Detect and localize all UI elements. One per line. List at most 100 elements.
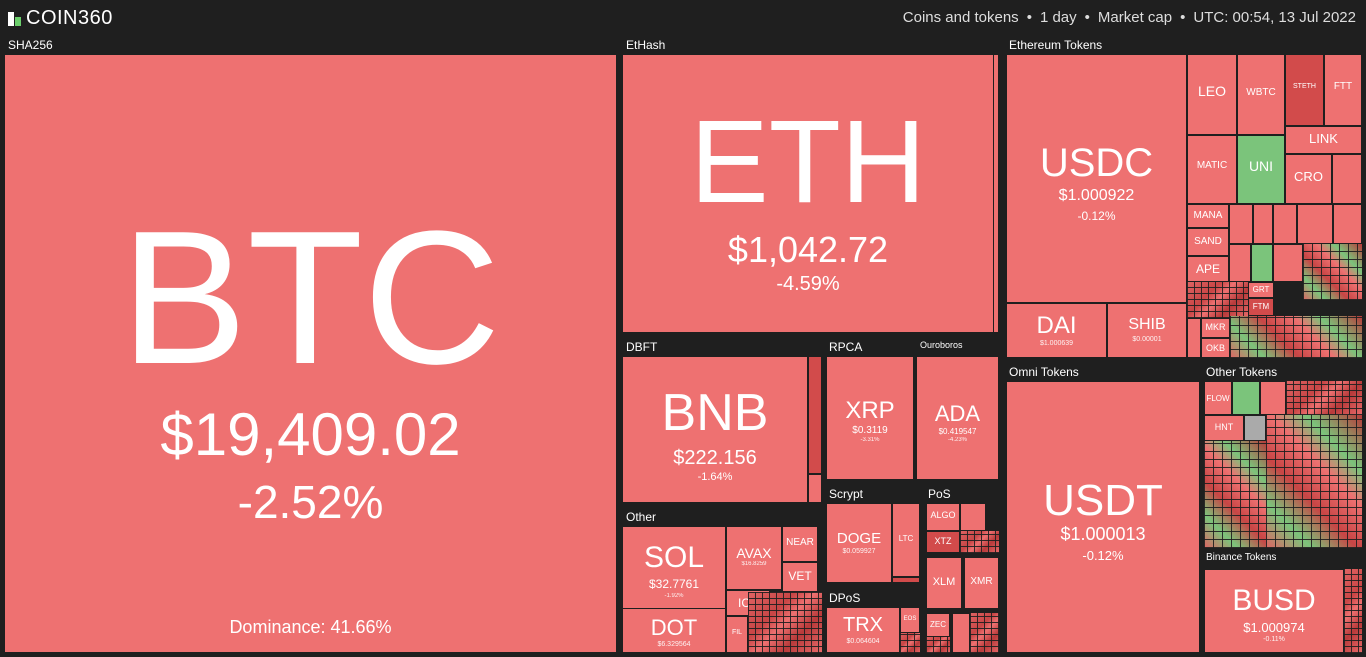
tile-dbft-small[interactable] xyxy=(808,474,822,503)
tile-sand[interactable]: SAND xyxy=(1187,228,1229,256)
tile-cluster-eth-tokens[interactable] xyxy=(1187,282,1248,318)
tile-cluster-eth-tokens[interactable] xyxy=(1303,244,1362,300)
tile-eth-token-small[interactable] xyxy=(1273,204,1297,244)
tile-price: $19,409.02 xyxy=(160,401,461,468)
tile-symbol: CRO xyxy=(1294,169,1323,184)
tile-pos-small[interactable] xyxy=(952,613,970,653)
tile-vet[interactable]: VET xyxy=(782,562,818,592)
tile-cluster-other-tokens[interactable] xyxy=(1286,381,1362,415)
tile-pos-small[interactable] xyxy=(960,503,986,531)
tile-leo[interactable]: LEO xyxy=(1187,54,1237,135)
timestamp: UTC: 00:54, 13 Jul 2022 xyxy=(1193,9,1356,26)
tile-eth-token-small[interactable] xyxy=(1273,244,1303,282)
tile-cluster-pos[interactable] xyxy=(970,613,999,653)
tile-eth-token-small[interactable] xyxy=(1333,204,1362,244)
tile-other-token-small[interactable] xyxy=(1232,381,1260,415)
tile-matic[interactable]: MATIC xyxy=(1187,135,1237,204)
tile-bnb[interactable]: BNB $222.156 -1.64% xyxy=(622,356,808,503)
tile-xtz[interactable]: XTZ xyxy=(926,531,960,553)
tile-price: $1.000922 xyxy=(1058,187,1135,204)
filter-metric[interactable]: Market cap xyxy=(1097,9,1173,26)
tile-eth-token-small[interactable] xyxy=(1229,204,1253,244)
tile-eth-token-small[interactable] xyxy=(1297,204,1333,244)
tile-price: $1.000013 xyxy=(1060,524,1146,544)
group-label-dpos: DPoS xyxy=(829,591,861,605)
tile-symbol: FLOW xyxy=(1206,394,1230,403)
tile-eos[interactable]: EOS xyxy=(900,607,920,633)
tile-symbol: ADA xyxy=(934,401,981,426)
tile-ethash-small[interactable] xyxy=(993,54,999,333)
tile-link[interactable]: LINK xyxy=(1285,126,1362,154)
tile-cluster-eth-tokens[interactable] xyxy=(1230,316,1362,358)
tile-symbol: APE xyxy=(1195,262,1220,276)
tile-cluster-dpos[interactable] xyxy=(900,633,920,653)
tile-scrypt-small[interactable] xyxy=(892,577,920,583)
tile-ada[interactable]: ADA $0.419547 -4.23% xyxy=(916,356,999,480)
tile-cluster-other[interactable] xyxy=(748,592,822,653)
tile-fil[interactable]: FIL xyxy=(726,616,748,653)
tile-dot[interactable]: DOT $6.329564 xyxy=(622,608,726,653)
tile-sol[interactable]: SOL $32.7761 -1.92% xyxy=(622,526,726,610)
tile-ftt[interactable]: FTT xyxy=(1324,54,1362,126)
tile-cluster-binance-tokens[interactable] xyxy=(1344,569,1362,653)
tile-algo[interactable]: ALGO xyxy=(926,503,960,531)
app-name: COIN360 xyxy=(26,7,113,29)
tile-wbtc[interactable]: WBTC xyxy=(1237,54,1285,135)
tile-symbol: EOS xyxy=(903,616,917,622)
tile-eth-token-small[interactable] xyxy=(1187,318,1201,358)
tile-xrp[interactable]: XRP $0.3119 -3.31% xyxy=(826,356,914,480)
tile-avax[interactable]: AVAX $16.8259 xyxy=(726,526,782,590)
tile-ltc[interactable]: LTC xyxy=(892,503,920,577)
tile-usdc[interactable]: USDC $1.000922 -0.12% xyxy=(1006,54,1187,303)
tile-cro[interactable]: CRO xyxy=(1285,154,1332,204)
tile-xmr[interactable]: XMR xyxy=(964,557,999,609)
tile-btc[interactable]: BTC $19,409.02 -2.52% Dominance: 41.66% xyxy=(4,54,617,653)
tile-okb[interactable]: OKB xyxy=(1201,338,1230,358)
tile-symbol: NEAR xyxy=(786,537,814,548)
tile-ftm[interactable]: FTM xyxy=(1248,298,1274,316)
tile-zec[interactable]: ZEC xyxy=(926,613,950,637)
tile-eth-token-small[interactable] xyxy=(1332,154,1362,204)
tile-symbol: BTC xyxy=(120,192,501,404)
tile-cluster-other-tokens[interactable] xyxy=(1204,441,1266,548)
tile-price: $16.8259 xyxy=(741,561,767,567)
tile-doge[interactable]: DOGE $0.059927 xyxy=(826,503,892,583)
tile-steth[interactable]: STETH xyxy=(1285,54,1324,126)
tile-change: -4.59% xyxy=(776,273,840,295)
filter-coins-tokens[interactable]: Coins and tokens xyxy=(902,9,1019,26)
tile-shib[interactable]: SHIB $0.00001 xyxy=(1107,303,1187,358)
group-label-ethash: EtHash xyxy=(626,38,666,52)
tile-cluster-pos[interactable] xyxy=(960,531,999,553)
tile-symbol: SHIB xyxy=(1128,316,1166,333)
tile-trx[interactable]: TRX $0.064604 xyxy=(826,607,900,653)
tile-uni[interactable]: UNI xyxy=(1237,135,1285,204)
filter-period[interactable]: 1 day xyxy=(1039,9,1077,26)
tile-ape[interactable]: APE xyxy=(1187,256,1229,282)
tile-eth-token-small[interactable] xyxy=(1253,204,1273,244)
tile-cluster-pos[interactable] xyxy=(926,637,950,653)
tile-eth-token-small[interactable] xyxy=(1251,244,1273,282)
tile-cluster-other-tokens[interactable] xyxy=(1266,415,1362,548)
tile-symbol: OKB xyxy=(1205,343,1225,353)
tile-flow[interactable]: FLOW xyxy=(1204,381,1232,415)
tile-symbol: XLM xyxy=(932,576,956,588)
tile-mana[interactable]: MANA xyxy=(1187,204,1229,228)
tile-mkr[interactable]: MKR xyxy=(1201,318,1230,338)
tile-grt[interactable]: GRT xyxy=(1248,282,1274,298)
coin360-logo[interactable]: COIN360 xyxy=(8,7,113,30)
tile-dbft-small[interactable] xyxy=(808,356,822,474)
tile-hnt[interactable]: HNT xyxy=(1204,415,1244,441)
tile-symbol: FTM xyxy=(1252,302,1270,311)
tile-symbol: LINK xyxy=(1309,131,1338,146)
tile-eth[interactable]: ETH $1,042.72 -4.59% xyxy=(622,54,994,333)
tile-usdt[interactable]: USDT $1.000013 -0.12% xyxy=(1006,381,1200,653)
tile-dai[interactable]: DAI $1.000639 xyxy=(1006,303,1107,358)
tile-near[interactable]: NEAR xyxy=(782,526,818,562)
group-label-dbft: DBFT xyxy=(626,340,658,354)
tile-eth-token-small[interactable] xyxy=(1229,244,1251,282)
tile-symbol: DAI xyxy=(1036,312,1077,339)
tile-xlm[interactable]: XLM xyxy=(926,557,962,609)
tile-other-token-small[interactable] xyxy=(1244,415,1266,441)
tile-other-token-small[interactable] xyxy=(1260,381,1286,415)
tile-busd[interactable]: BUSD $1.000974 -0.11% xyxy=(1204,569,1344,653)
